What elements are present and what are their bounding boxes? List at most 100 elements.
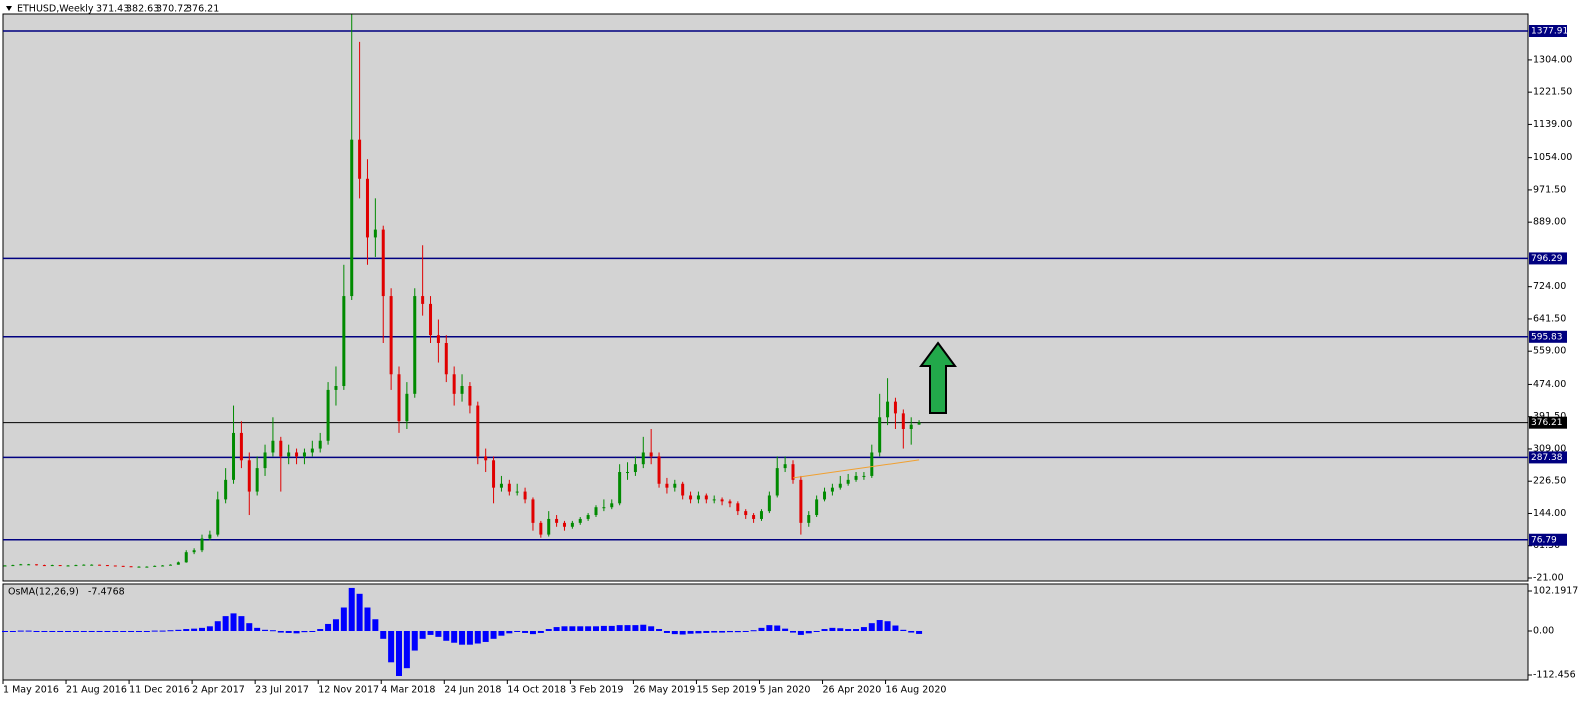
osma-bar (837, 628, 844, 631)
candle-body (704, 495, 708, 500)
osma-bar (183, 629, 190, 631)
candle-body (287, 452, 291, 457)
candle-body (365, 178, 369, 238)
level-label: 287.38 (1531, 453, 1563, 463)
x-tick-label: 14 Oct 2018 (507, 685, 566, 696)
candle-body (82, 564, 86, 566)
candle-body (137, 566, 141, 568)
x-tick-label: 11 Dec 2016 (129, 685, 190, 696)
candle-body (823, 491, 827, 500)
osma-bar (790, 630, 796, 633)
candle-body (11, 565, 15, 567)
osma-bar (908, 630, 915, 633)
candle-body (90, 564, 94, 566)
osma-bar (514, 630, 521, 632)
osma-bar (135, 630, 142, 632)
level-label: 796.29 (1531, 254, 1563, 264)
osma-bar (451, 630, 458, 643)
osma-bar (206, 626, 213, 631)
y-tick-label: 971.50 (1533, 184, 1566, 195)
candle-body (878, 417, 882, 453)
candle-body (562, 522, 566, 527)
osma-bar (529, 630, 536, 635)
osma-bar (608, 625, 615, 631)
x-tick-label: 23 Jul 2017 (255, 685, 309, 696)
candle-body (74, 565, 78, 567)
symbol: ETHUSD,Weekly (17, 4, 94, 15)
y-tick-label: 226.50 (1533, 476, 1566, 487)
candle-body (657, 456, 661, 484)
candle-body (295, 452, 299, 457)
candle-body (649, 452, 653, 457)
candle-body (689, 495, 693, 500)
osma-bar (88, 630, 95, 632)
osma-bar (632, 625, 639, 631)
candle-body (381, 229, 385, 297)
menu-arrow[interactable] (6, 6, 12, 11)
osma-bar (766, 625, 773, 631)
candle-body (429, 303, 433, 336)
osma-bar (813, 630, 820, 632)
osma-bar (892, 625, 899, 631)
candle-body (665, 483, 669, 488)
level-label-box (1529, 451, 1567, 464)
osma-bar (143, 630, 150, 632)
candle-body (373, 229, 377, 238)
osma-bar (254, 627, 261, 631)
osma-bar (25, 630, 32, 632)
level-label-box (1529, 330, 1567, 343)
x-tick-label: 21 Aug 2016 (66, 685, 127, 696)
osma-bar (679, 630, 686, 635)
header-low: 370.72 (156, 4, 189, 15)
candle-body (168, 564, 172, 566)
osma-bar (380, 630, 387, 639)
candle-body (807, 515, 811, 523)
candle-body (255, 468, 259, 492)
osma-bar (845, 629, 852, 631)
candle-body (452, 374, 456, 394)
candle-body (239, 432, 243, 461)
candle-body (184, 552, 188, 563)
osma-bar (80, 630, 87, 632)
level-label-box (1529, 252, 1567, 265)
osma-bar (687, 630, 694, 634)
x-tick-label: 3 Feb 2019 (570, 685, 623, 696)
osma-bar (868, 623, 875, 631)
x-tick-label: 4 Mar 2018 (381, 685, 435, 696)
candle-body (752, 515, 756, 519)
candle-body (775, 468, 779, 496)
candle-body (145, 566, 149, 568)
osma-bar (466, 630, 473, 645)
x-tick-label: 26 May 2019 (633, 685, 695, 696)
osma-bar (348, 587, 355, 631)
candle-body (618, 472, 622, 504)
osma-bar (711, 630, 718, 633)
osma-bar (435, 630, 442, 637)
osma-bar (884, 621, 891, 631)
candle-body (310, 448, 314, 453)
candle-body (759, 511, 763, 519)
osma-bar (293, 630, 300, 634)
osma-bar (301, 630, 308, 633)
candle-body (460, 386, 464, 394)
candle-body (58, 565, 62, 567)
level-label: 1377.91 (1531, 27, 1568, 37)
candle-body (586, 515, 590, 519)
candle-body (783, 464, 787, 469)
candle-body (161, 565, 165, 567)
osma-bar (72, 630, 79, 632)
osma-bar (900, 629, 907, 631)
candle-body (696, 495, 700, 500)
osma-bar (364, 607, 371, 631)
candle-body (507, 483, 511, 492)
candle-body (673, 483, 677, 488)
osma-bar (860, 627, 867, 631)
osma-bar (742, 630, 749, 632)
x-tick-label: 26 Apr 2020 (823, 685, 882, 696)
level-label-box (1529, 533, 1567, 546)
osma-bar (96, 630, 103, 632)
candle-body (499, 483, 503, 488)
candle-body (200, 538, 204, 551)
candle-body (444, 342, 448, 375)
osma-bar (246, 623, 253, 631)
